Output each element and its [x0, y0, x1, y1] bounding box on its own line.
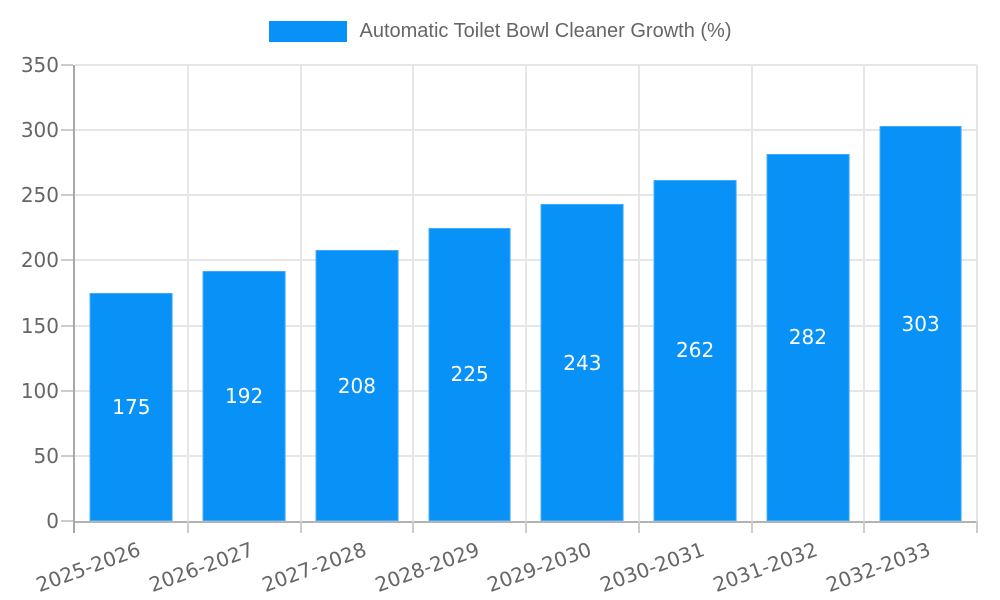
x-tick-label-anchor: 2025-2026: [27, 537, 144, 597]
bar-value-label: 262: [676, 338, 715, 363]
x-axis-tick: [750, 521, 753, 533]
vertical-gridline: [976, 65, 978, 521]
vertical-gridline: [750, 65, 753, 521]
x-tick-label: 2032-2033: [822, 537, 934, 597]
bar-2031-2032[interactable]: 282: [766, 153, 850, 521]
x-axis-tick: [637, 521, 640, 533]
x-axis-tick: [186, 521, 189, 533]
vertical-gridline: [863, 65, 866, 521]
legend: Automatic Toilet Bowl Cleaner Growth (%): [0, 20, 1000, 43]
x-tick-label: 2031-2032: [709, 537, 821, 597]
vertical-gridline: [186, 65, 189, 521]
bar-2027-2028[interactable]: 208: [315, 250, 399, 521]
y-tick-label: 250: [20, 183, 59, 208]
x-axis-tick: [299, 521, 302, 533]
bar-2029-2030[interactable]: 243: [540, 204, 624, 521]
y-axis-extension: [73, 521, 75, 533]
y-axis-tick: [61, 324, 73, 327]
vertical-gridline: [412, 65, 415, 521]
x-tick-label-anchor: 2027-2028: [253, 537, 370, 597]
y-axis-tick: [61, 194, 73, 197]
y-tick-label: 200: [20, 248, 59, 273]
y-tick-label: 350: [20, 53, 59, 77]
bar-value-label: 175: [112, 395, 151, 419]
bar-2025-2026[interactable]: 175: [89, 293, 173, 521]
vertical-gridline: [299, 65, 302, 521]
x-tick-label: 2030-2031: [596, 537, 708, 597]
bar-value-label: 243: [563, 350, 602, 375]
y-axis-tick: [61, 259, 73, 262]
x-tick-label-anchor: 2031-2032: [704, 537, 821, 597]
x-tick-label: 2025-2026: [33, 537, 144, 597]
bar-2026-2027[interactable]: 192: [202, 270, 286, 521]
plot-area: 0 50 100 150 200 250 300 350 175 2025-2026 192 2026…: [21, 55, 978, 597]
x-tick-label-anchor: 2032-2033: [817, 537, 933, 597]
bar-value-label: 208: [337, 373, 376, 398]
x-tick-label-anchor: 2026-2027: [140, 537, 257, 597]
x-tick-label: 2026-2027: [145, 537, 257, 597]
x-tick-label: 2027-2028: [258, 537, 370, 597]
x-tick-label-anchor: 2030-2031: [591, 537, 708, 597]
x-axis-tick: [863, 521, 866, 533]
y-tick-label: 50: [33, 443, 59, 468]
bar-value-label: 192: [225, 383, 264, 408]
x-axis-tick: [525, 521, 527, 533]
y-tick-label: 150: [20, 313, 59, 338]
y-axis-tick: [61, 389, 73, 392]
y-tick-label: 300: [20, 118, 59, 143]
x-tick-label: 2029-2030: [484, 537, 595, 597]
bar-value-label: 282: [788, 325, 827, 350]
x-tick-label-anchor: 2028-2029: [366, 537, 482, 597]
y-axis-tick: [61, 454, 73, 457]
bar-2032-2033[interactable]: 303: [879, 126, 963, 521]
x-tick-label: 2028-2029: [371, 537, 483, 597]
y-tick-label: 100: [20, 378, 59, 403]
y-axis-tick: [61, 129, 73, 132]
y-tick-label: 0: [46, 509, 59, 533]
x-axis-tick: [976, 521, 978, 533]
y-axis-tick: [61, 64, 73, 66]
vertical-gridline: [525, 65, 527, 521]
y-axis-tick: [61, 520, 73, 522]
x-tick-label-anchor: 2029-2030: [478, 537, 595, 597]
x-axis-tick: [412, 521, 415, 533]
bar-2028-2029[interactable]: 225: [428, 227, 512, 521]
bar-value-label: 225: [450, 362, 489, 387]
legend-item[interactable]: Automatic Toilet Bowl Cleaner Growth (%): [268, 20, 732, 43]
legend-color-swatch: [268, 21, 347, 42]
vertical-gridline: [637, 65, 640, 521]
legend-label: Automatic Toilet Bowl Cleaner Growth (%): [359, 20, 732, 42]
bar-value-label: 303: [901, 311, 940, 336]
bar-2030-2031[interactable]: 262: [653, 179, 737, 521]
